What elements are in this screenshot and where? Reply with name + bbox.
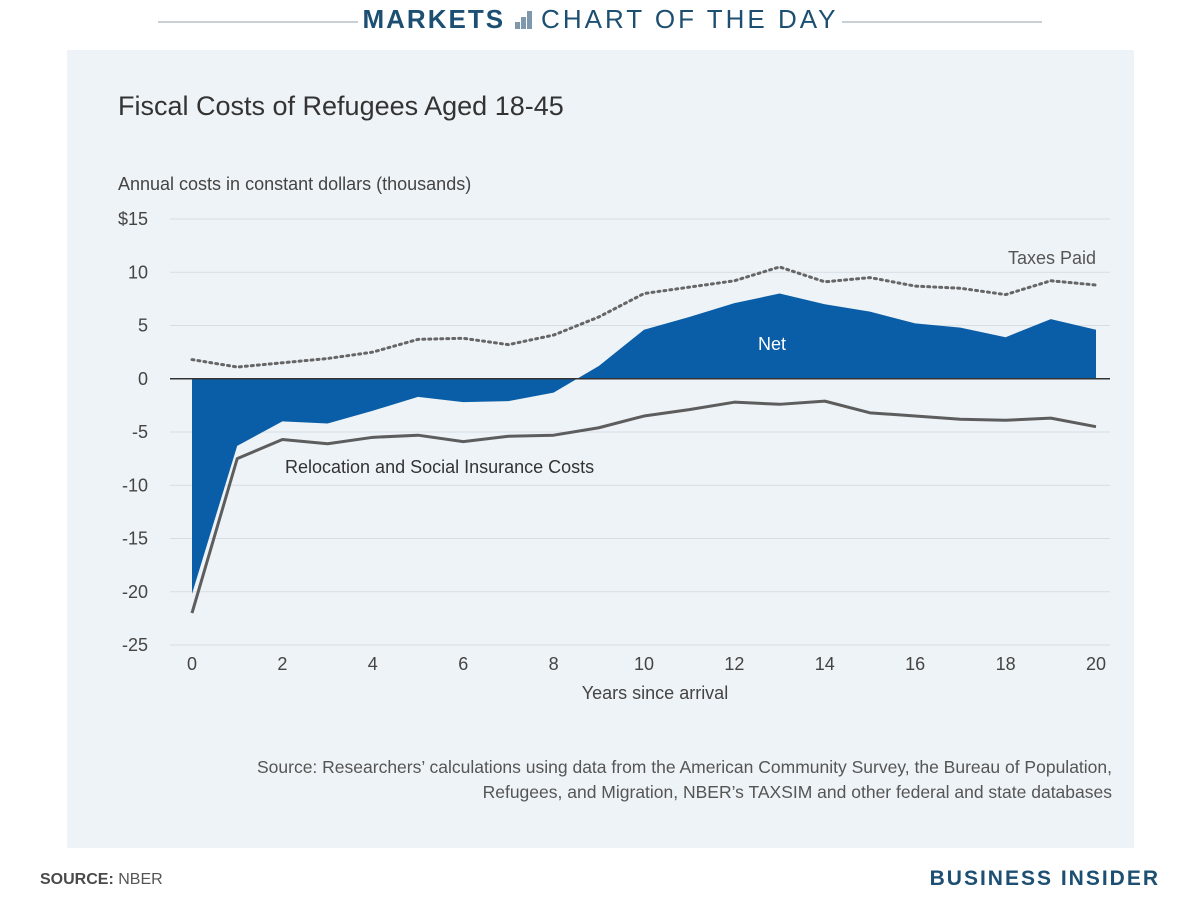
x-tick-label: 10 [634, 654, 654, 674]
y-tick-label: -5 [132, 422, 148, 442]
x-tick-label: 12 [724, 654, 744, 674]
x-tick-label: 8 [549, 654, 559, 674]
relocation-costs-label: Relocation and Social Insurance Costs [285, 457, 594, 477]
header-title: MARKETS CHART OF THE DAY [0, 4, 1201, 35]
y-tick-labels: $15 10 5 0 -5 -10 -15 -20 -25 [118, 209, 148, 655]
header-rule-left [158, 21, 358, 23]
y-tick-label: 10 [128, 262, 148, 282]
x-tick-label: 20 [1086, 654, 1106, 674]
footer-source-value: NBER [118, 871, 163, 888]
source-note-line-1: Source: Researchers’ calculations using … [256, 757, 1112, 777]
x-tick-label: 4 [368, 654, 378, 674]
y-tick-label: 0 [138, 369, 148, 389]
y-tick-label: 5 [138, 316, 148, 336]
taxes-paid-line [190, 265, 1098, 369]
relocation-costs-line [190, 399, 1097, 614]
y-axis-label: Annual costs in constant dollars (thousa… [118, 174, 472, 194]
chart-of-the-day-label: CHART OF THE DAY [541, 4, 839, 34]
chart-title: Fiscal Costs of Refugees Aged 18-45 [118, 91, 564, 121]
x-tick-label: 14 [815, 654, 835, 674]
y-tick-label: $15 [118, 209, 148, 229]
business-insider-logo: BUSINESS INSIDER [929, 867, 1160, 890]
y-tick-label: -20 [122, 582, 148, 602]
footer-source-label: SOURCE: [40, 871, 114, 888]
chart-of-the-day-header: MARKETS CHART OF THE DAY [0, 0, 1201, 44]
x-tick-label: 6 [458, 654, 468, 674]
x-axis-label: Years since arrival [582, 683, 728, 703]
y-tick-label: -15 [122, 529, 148, 549]
x-tick-label: 18 [996, 654, 1016, 674]
net-label: Net [758, 334, 786, 354]
x-tick-labels: 0 2 4 6 8 10 12 14 16 18 20 [187, 654, 1106, 674]
markets-label: MARKETS [362, 4, 506, 34]
chart-panel [67, 50, 1134, 848]
taxes-paid-label: Taxes Paid [1008, 248, 1096, 268]
x-tick-label: 2 [277, 654, 287, 674]
bar-chart-icon [515, 11, 533, 29]
gridlines [170, 218, 1110, 646]
source-note-line-2: Refugees, and Migration, NBER’s TAXSIM a… [482, 782, 1112, 802]
y-tick-label: -25 [122, 635, 148, 655]
net-area [192, 293, 1096, 594]
x-tick-label: 16 [905, 654, 925, 674]
footer-source: SOURCE: NBER [40, 871, 163, 889]
header-rule-right [842, 21, 1042, 23]
x-tick-label: 0 [187, 654, 197, 674]
y-tick-label: -10 [122, 475, 148, 495]
chart-source-note: Source: Researchers’ calculations using … [130, 755, 1112, 805]
